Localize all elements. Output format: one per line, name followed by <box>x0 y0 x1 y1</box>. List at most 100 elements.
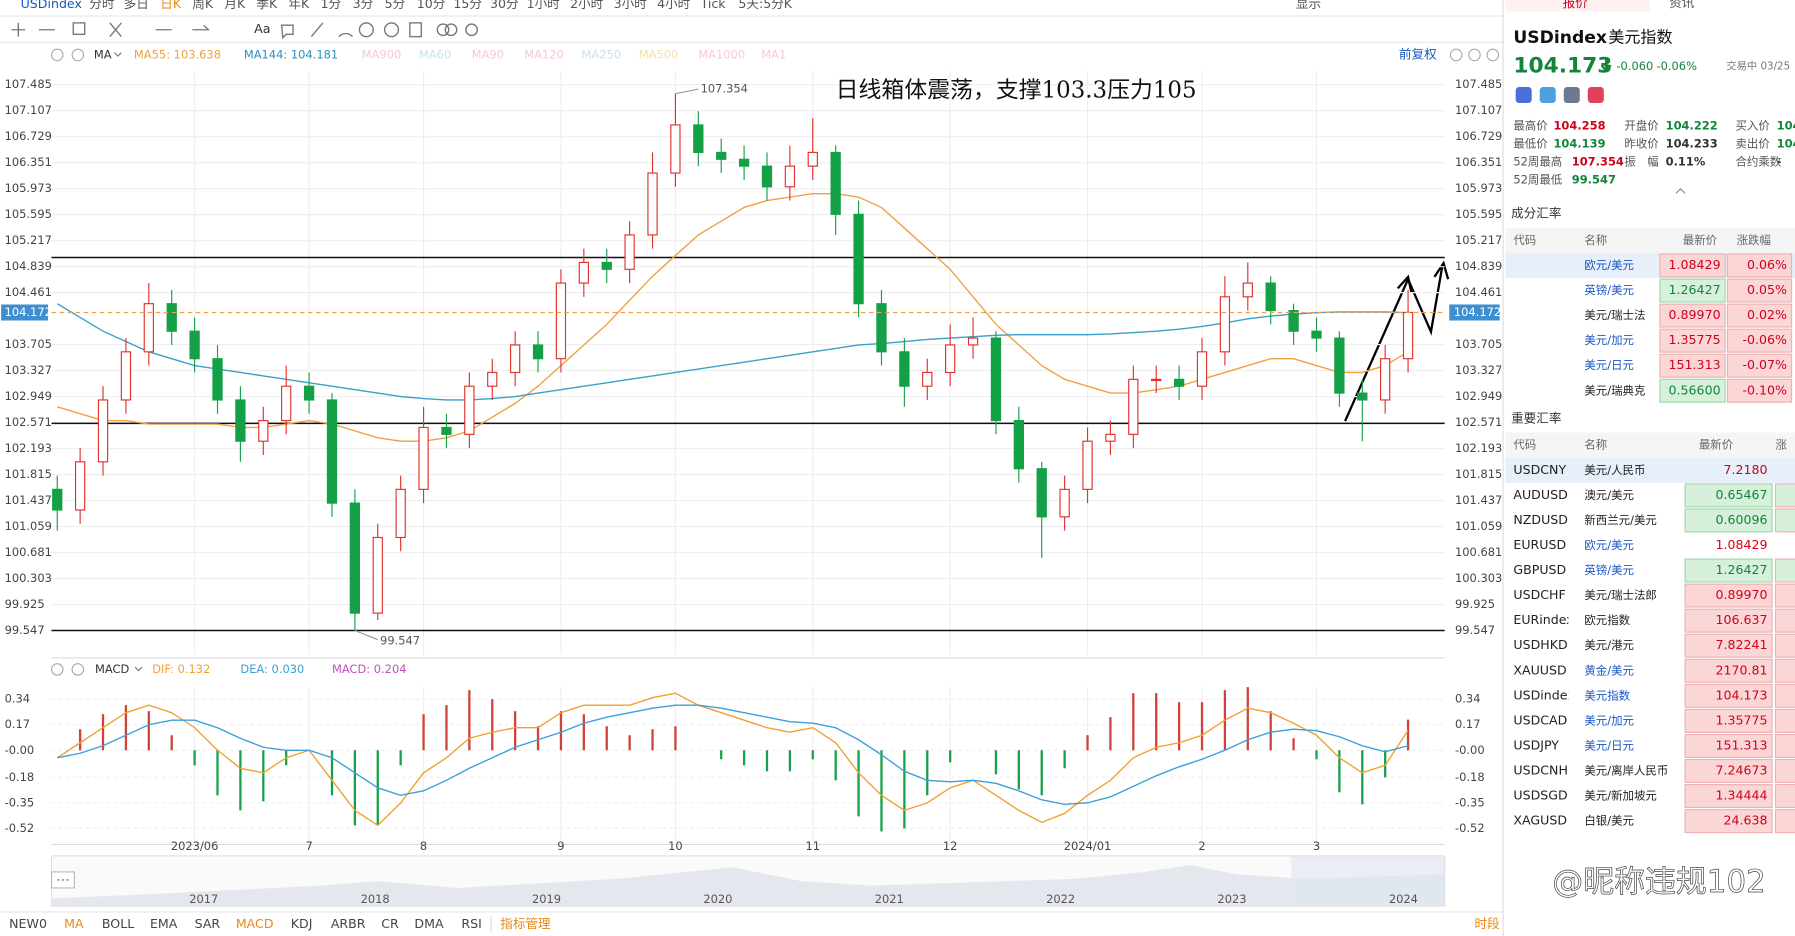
navigator-year: 2018 <box>361 892 390 906</box>
period-tab[interactable]: Tick <box>700 0 727 11</box>
indicator-tab[interactable]: EMA <box>150 916 178 931</box>
period-tab[interactable]: 5天:5分K <box>738 0 792 11</box>
candle-body <box>1082 440 1093 490</box>
row-code[interactable]: EURUSD <box>1513 537 1566 552</box>
candle-body <box>349 502 361 614</box>
macd-bar <box>811 750 814 760</box>
dropdown <box>134 666 143 672</box>
collapse[interactable] <box>1675 187 1686 194</box>
indicator-tab[interactable]: ARBR <box>331 916 366 931</box>
row-price: 7.2180 <box>1724 462 1768 477</box>
candle-body <box>166 303 177 332</box>
macd-bar <box>1109 717 1112 751</box>
candle-body <box>1013 420 1024 470</box>
period-button[interactable]: 时段 <box>1474 916 1500 931</box>
quote-icon[interactable] <box>1539 86 1556 103</box>
indicator-tab[interactable]: MACD <box>236 916 274 931</box>
y-tick-label: 100.681 <box>1455 545 1502 559</box>
period-tab[interactable]: 3小时 <box>614 0 648 11</box>
period-tab[interactable]: 2小时 <box>570 0 604 11</box>
row-code[interactable]: EURindex <box>1513 612 1574 627</box>
period-tab[interactable]: 日K <box>160 0 182 11</box>
row-name: 新西兰元/美元 <box>1584 513 1657 527</box>
quote-price: 104.173 <box>1513 53 1612 78</box>
macd-bar <box>468 690 471 751</box>
row-code[interactable]: USDCNH <box>1513 763 1568 778</box>
quote-icon[interactable] <box>1515 86 1532 103</box>
candle-body <box>670 124 681 174</box>
period-tab[interactable]: 1小时 <box>527 0 561 11</box>
row-code[interactable]: USDJPY <box>1513 737 1559 752</box>
macd-bar <box>628 735 631 751</box>
stat-label: 买入价 <box>1735 118 1770 132</box>
period-tab[interactable]: 季K <box>256 0 278 11</box>
candle-body <box>487 371 498 387</box>
adjust-mode[interactable]: 前复权 <box>1399 46 1437 61</box>
row-code[interactable]: GBPUSD <box>1513 562 1566 577</box>
chart-controls[interactable] <box>50 48 1500 676</box>
row-code[interactable]: XAUUSD <box>1513 662 1566 677</box>
period-tab[interactable]: 4小时 <box>657 0 691 11</box>
stat-label: 开盘价 <box>1624 118 1659 132</box>
indicator-tab[interactable]: DMA <box>414 916 444 931</box>
macd-bar <box>765 750 769 772</box>
navigator-year: 2017 <box>189 892 218 906</box>
indicator-tab[interactable]: CR <box>381 916 399 931</box>
period-tab[interactable]: 10分 <box>417 0 446 11</box>
row-code[interactable]: USDCNY <box>1513 462 1566 477</box>
change-box <box>1774 633 1795 658</box>
row-code[interactable]: USDCAD <box>1513 712 1567 727</box>
candle-body <box>716 151 727 160</box>
period-tab[interactable]: 5分 <box>385 0 406 11</box>
indicator-tab[interactable]: MA <box>64 916 84 931</box>
candle-body <box>1288 310 1299 332</box>
indicator-tab[interactable]: 指标管理 <box>500 916 551 931</box>
row-code[interactable]: NZDUSD <box>1513 512 1568 527</box>
period-tab[interactable]: 分时 <box>89 0 115 11</box>
row-code[interactable]: USDSGD <box>1513 788 1567 803</box>
panel-tab[interactable]: 资讯 <box>1669 0 1695 10</box>
row-change: 0.02% <box>1747 307 1787 322</box>
row-code[interactable]: USDindex <box>1513 687 1575 702</box>
text-tool[interactable]: Aa <box>254 21 270 36</box>
row-code[interactable]: USDCHF <box>1513 587 1565 602</box>
row-price: 1.26427 <box>1669 282 1721 297</box>
indicator-tab[interactable]: RSI <box>461 916 481 931</box>
period-tab[interactable]: 多日 <box>124 0 149 11</box>
display-menu[interactable]: 显示 <box>1296 0 1321 11</box>
row-code[interactable]: USDHKD <box>1513 637 1567 652</box>
row-name: 美元/日元 <box>1584 358 1634 372</box>
candle-body <box>1265 282 1276 312</box>
navigator-window[interactable] <box>1291 855 1445 907</box>
panel-tab[interactable]: 报价 <box>1563 0 1589 10</box>
candle-body <box>303 385 315 401</box>
period-tab[interactable]: 15分 <box>453 0 482 11</box>
drawing-tools[interactable] <box>11 22 479 40</box>
y-tick-label: 101.059 <box>5 519 52 533</box>
macd-legend: DEA: 0.030 <box>240 662 304 676</box>
indicator-tab[interactable]: NEW0 <box>9 916 47 931</box>
quote-icon[interactable] <box>1587 86 1604 103</box>
period-tab[interactable]: 年K <box>288 0 310 11</box>
candle-body <box>784 165 796 188</box>
indicator-tab[interactable]: KDJ <box>291 916 313 931</box>
macd-bar <box>239 750 242 811</box>
candle-body <box>189 330 200 360</box>
row-change: -0.07% <box>1742 357 1787 372</box>
period-tab[interactable]: 周K <box>192 0 214 11</box>
period-tab[interactable]: 月K <box>224 0 246 11</box>
y-tick-label: 106.351 <box>1455 155 1502 169</box>
indicator-tab[interactable]: BOLL <box>102 916 134 931</box>
row-name: 美元/加元 <box>1584 333 1634 347</box>
candle-body <box>258 420 269 442</box>
change-box <box>1726 303 1793 328</box>
quote-icon[interactable] <box>1563 86 1580 103</box>
y-tick-label: 101.437 <box>1455 493 1502 507</box>
row-code[interactable]: AUDUSD <box>1513 487 1567 502</box>
row-code[interactable]: XAGUSD <box>1513 813 1567 828</box>
period-tab[interactable]: 1分 <box>321 0 342 11</box>
period-tab[interactable]: 3分 <box>353 0 374 11</box>
period-tab[interactable]: 30分 <box>490 0 519 11</box>
macd-bar <box>834 750 837 781</box>
indicator-tab[interactable]: SAR <box>195 916 221 931</box>
